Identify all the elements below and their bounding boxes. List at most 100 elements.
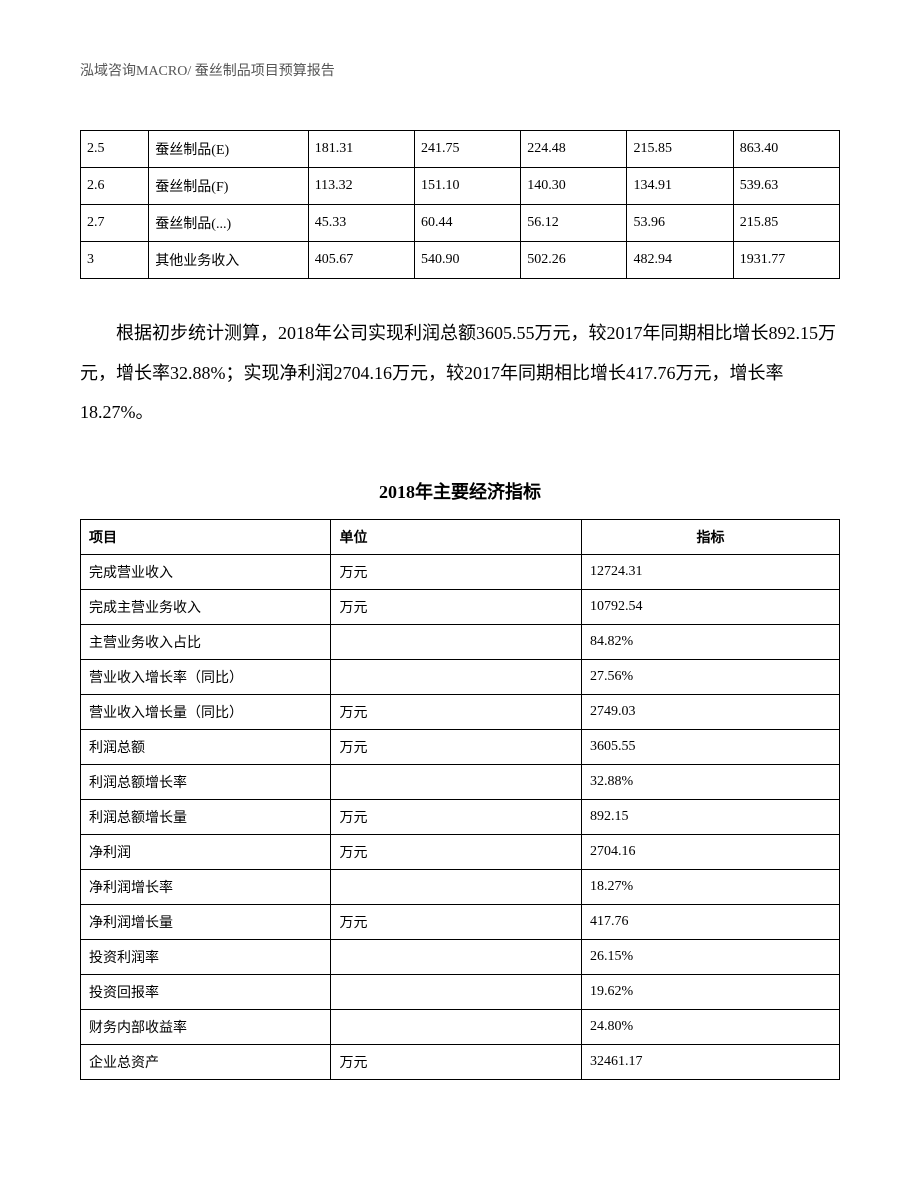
- document-page: 泓域咨询MACRO/ 蚕丝制品项目预算报告 2.5蚕丝制品(E)181.3124…: [0, 0, 920, 1140]
- table-cell: 投资回报率: [81, 974, 331, 1009]
- table-row: 财务内部收益率 24.80%: [81, 1009, 840, 1044]
- table-cell: 完成营业收入: [81, 554, 331, 589]
- table-cell: 482.94: [627, 242, 733, 279]
- table-cell: 45.33: [308, 205, 414, 242]
- table-cell: 215.85: [627, 131, 733, 168]
- table-row: 2.5蚕丝制品(E)181.31241.75224.48215.85863.40: [81, 131, 840, 168]
- table-row: 利润总额增长量万元892.15: [81, 799, 840, 834]
- table-cell: 53.96: [627, 205, 733, 242]
- table-cell: 利润总额: [81, 729, 331, 764]
- table-row: 完成主营业务收入万元10792.54: [81, 589, 840, 624]
- table-row: 完成营业收入万元12724.31: [81, 554, 840, 589]
- table-row: 2.7蚕丝制品(...)45.3360.4456.1253.96215.85: [81, 205, 840, 242]
- table-row: 主营业务收入占比 84.82%: [81, 624, 840, 659]
- table-cell: 27.56%: [581, 659, 839, 694]
- table-row: 利润总额增长率 32.88%: [81, 764, 840, 799]
- table-cell: 32.88%: [581, 764, 839, 799]
- table-cell: 151.10: [414, 168, 520, 205]
- table-cell: 万元: [331, 799, 581, 834]
- table-cell: 1931.77: [733, 242, 839, 279]
- table-cell: 其他业务收入: [149, 242, 308, 279]
- table-cell: 140.30: [521, 168, 627, 205]
- table-row: 营业收入增长量（同比）万元2749.03: [81, 694, 840, 729]
- table-cell: 181.31: [308, 131, 414, 168]
- table-cell: 56.12: [521, 205, 627, 242]
- economic-indicators-table: 项目 单位 指标 完成营业收入万元12724.31完成主营业务收入万元10792…: [80, 519, 840, 1080]
- indicators-table-title: 2018年主要经济指标: [80, 478, 840, 504]
- table-cell: 万元: [331, 834, 581, 869]
- table-cell: 净利润增长率: [81, 869, 331, 904]
- table-cell: 万元: [331, 904, 581, 939]
- table-cell: 2704.16: [581, 834, 839, 869]
- header-unit: 单位: [331, 519, 581, 554]
- product-revenue-table: 2.5蚕丝制品(E)181.31241.75224.48215.85863.40…: [80, 130, 840, 279]
- table-cell: 60.44: [414, 205, 520, 242]
- table-cell: 18.27%: [581, 869, 839, 904]
- table-cell: 2.5: [81, 131, 149, 168]
- header-item: 项目: [81, 519, 331, 554]
- table-cell: 405.67: [308, 242, 414, 279]
- table-cell: 12724.31: [581, 554, 839, 589]
- table-row: 投资利润率 26.15%: [81, 939, 840, 974]
- table-cell: 113.32: [308, 168, 414, 205]
- table-cell: 2.6: [81, 168, 149, 205]
- table-row: 2.6蚕丝制品(F)113.32151.10140.30134.91539.63: [81, 168, 840, 205]
- table-cell: 万元: [331, 694, 581, 729]
- header-value: 指标: [581, 519, 839, 554]
- table-cell: 3605.55: [581, 729, 839, 764]
- table-row: 净利润万元2704.16: [81, 834, 840, 869]
- table-cell: 539.63: [733, 168, 839, 205]
- table-cell: 892.15: [581, 799, 839, 834]
- table-cell: 利润总额增长量: [81, 799, 331, 834]
- table-cell: 蚕丝制品(...): [149, 205, 308, 242]
- table-row: 3其他业务收入405.67540.90502.26482.941931.77: [81, 242, 840, 279]
- table-row: 营业收入增长率（同比）27.56%: [81, 659, 840, 694]
- table-cell: 224.48: [521, 131, 627, 168]
- table-cell: 完成主营业务收入: [81, 589, 331, 624]
- table-cell: 502.26: [521, 242, 627, 279]
- table-cell: [331, 624, 581, 659]
- table-cell: 417.76: [581, 904, 839, 939]
- table-cell: 540.90: [414, 242, 520, 279]
- table-cell: 19.62%: [581, 974, 839, 1009]
- page-header: 泓域咨询MACRO/ 蚕丝制品项目预算报告: [80, 60, 840, 80]
- table-cell: 84.82%: [581, 624, 839, 659]
- table-row: 投资回报率 19.62%: [81, 974, 840, 1009]
- table-header-row: 项目 单位 指标: [81, 519, 840, 554]
- table-cell: 2749.03: [581, 694, 839, 729]
- table-cell: 24.80%: [581, 1009, 839, 1044]
- table-cell: 净利润增长量: [81, 904, 331, 939]
- table-cell: 3: [81, 242, 149, 279]
- table-cell: 万元: [331, 729, 581, 764]
- table-cell: 主营业务收入占比: [81, 624, 331, 659]
- table-row: 企业总资产万元32461.17: [81, 1044, 840, 1079]
- table-cell: 营业收入增长量（同比）: [81, 694, 331, 729]
- summary-paragraph: 根据初步统计测算，2018年公司实现利润总额3605.55万元，较2017年同期…: [80, 314, 840, 433]
- table-cell: [331, 659, 581, 694]
- table-cell: 134.91: [627, 168, 733, 205]
- table-cell: [331, 1009, 581, 1044]
- table-cell: 863.40: [733, 131, 839, 168]
- table-cell: [331, 974, 581, 1009]
- table-cell: [331, 869, 581, 904]
- table-cell: 万元: [331, 1044, 581, 1079]
- table-cell: 26.15%: [581, 939, 839, 974]
- table-cell: 蚕丝制品(F): [149, 168, 308, 205]
- table-cell: 蚕丝制品(E): [149, 131, 308, 168]
- table-cell: [331, 764, 581, 799]
- table-row: 利润总额万元3605.55: [81, 729, 840, 764]
- table-cell: 净利润: [81, 834, 331, 869]
- table-cell: 投资利润率: [81, 939, 331, 974]
- table-cell: 2.7: [81, 205, 149, 242]
- table-row: 净利润增长量万元417.76: [81, 904, 840, 939]
- table-row: 净利润增长率 18.27%: [81, 869, 840, 904]
- table-cell: 利润总额增长率: [81, 764, 331, 799]
- table-cell: [331, 939, 581, 974]
- table-cell: 万元: [331, 554, 581, 589]
- table-cell: 企业总资产: [81, 1044, 331, 1079]
- table-cell: 财务内部收益率: [81, 1009, 331, 1044]
- table-cell: 10792.54: [581, 589, 839, 624]
- table-cell: 32461.17: [581, 1044, 839, 1079]
- table-cell: 万元: [331, 589, 581, 624]
- table-cell: 241.75: [414, 131, 520, 168]
